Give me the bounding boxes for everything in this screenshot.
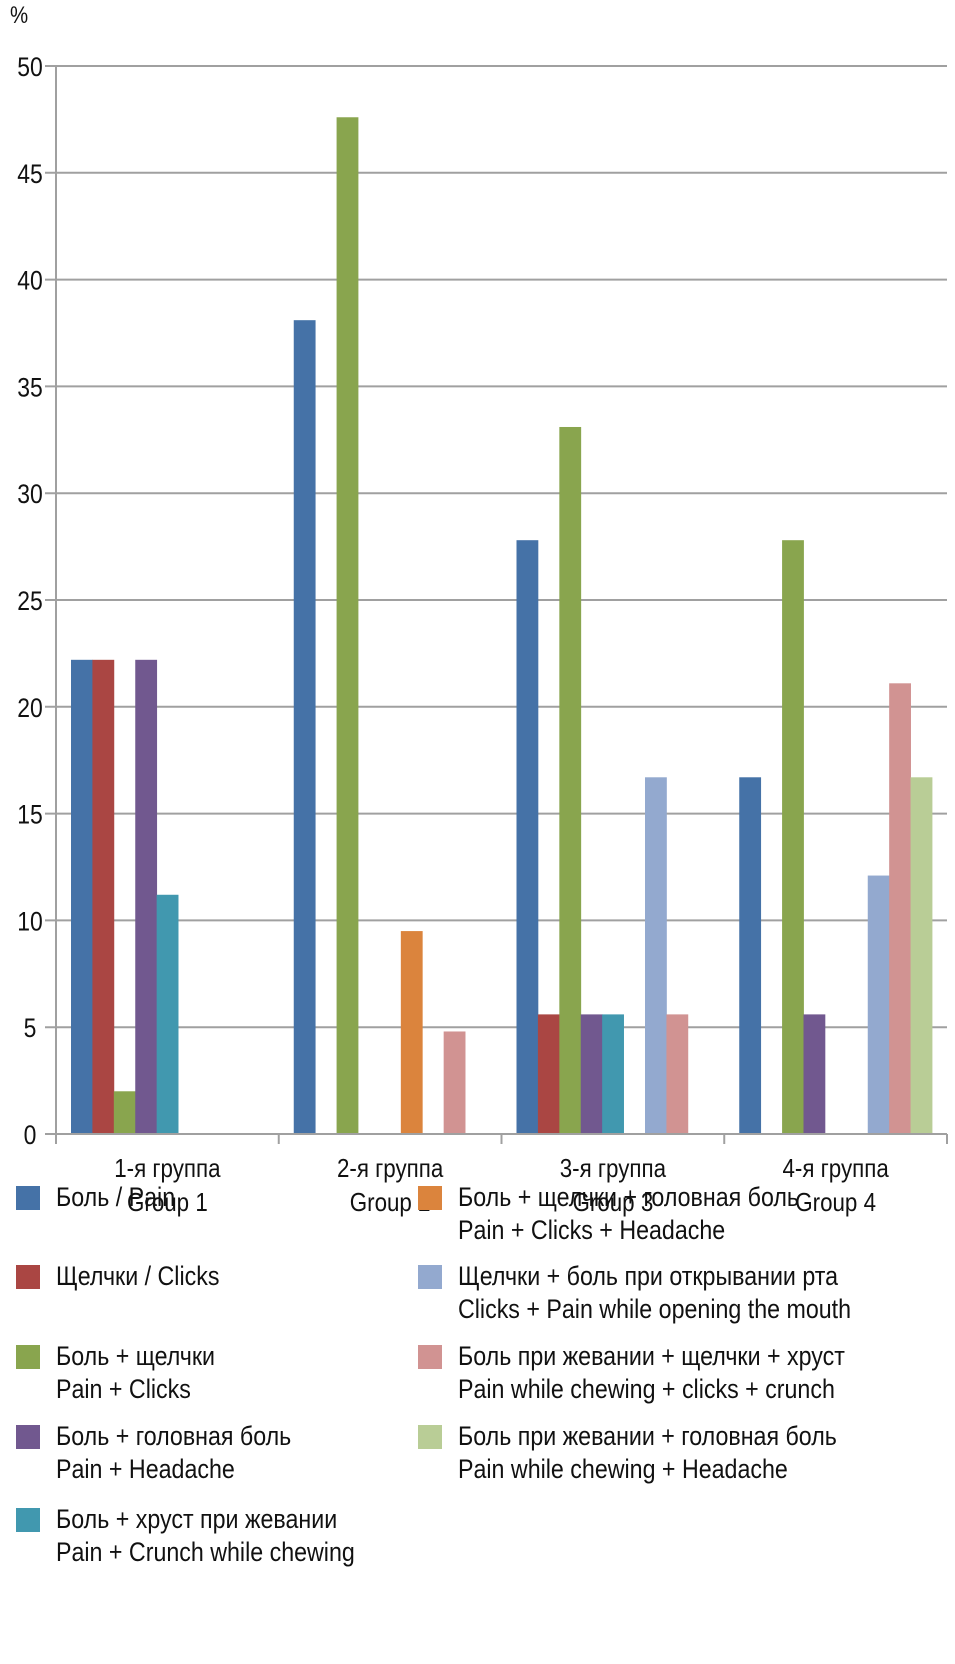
- legend-swatch: [16, 1425, 40, 1449]
- legend-swatch: [418, 1425, 442, 1449]
- bar: [666, 1014, 689, 1134]
- category-label-ru: 2-я группа: [337, 1154, 444, 1183]
- bar: [400, 931, 423, 1134]
- legend-item[interactable]: Боль + хруст при жевании Pain + Crunch wh…: [16, 1503, 403, 1569]
- legend-swatch: [418, 1265, 442, 1289]
- legend-label-ru: Боль + хруст при жевании: [56, 1504, 338, 1534]
- category-label-ru: 4-я группа: [782, 1154, 889, 1183]
- y-axis-ticks: 0 5 10 15 20 25 30 35 40 45 50: [17, 52, 43, 1150]
- category-label: 3-я группа Group 3: [560, 1154, 667, 1217]
- bar: [443, 1031, 466, 1134]
- y-tick-label: 50: [17, 52, 43, 82]
- legend-label-en: Pain + Clicks: [56, 1374, 191, 1404]
- bar: [135, 659, 158, 1134]
- legend-label: Боль при жевании + головная боль Pain whi…: [458, 1420, 837, 1486]
- y-tick-label: 30: [17, 479, 43, 509]
- legend-label-ru: Боль при жевании + головная боль: [458, 1421, 837, 1451]
- axes: [45, 66, 948, 1144]
- legend-item[interactable]: Боль при жевании + головная боль Pain whi…: [418, 1420, 899, 1486]
- category-label-ru: 1-я группа: [114, 1154, 221, 1183]
- category-label: 4-я группа Group 4: [782, 1154, 889, 1217]
- category-label: 1-я группа Group 1: [114, 1154, 221, 1217]
- gridlines: [45, 65, 947, 1029]
- y-tick-label: 40: [17, 266, 43, 296]
- bar: [645, 777, 667, 1134]
- legend-label-ru: Щелчки / Clicks: [56, 1261, 220, 1291]
- bar: [602, 1014, 624, 1134]
- legend-item[interactable]: Боль + головная боль Pain + Headache: [16, 1420, 330, 1486]
- x-axis-labels: 1-я группа Group 1 2-я группа Group 2 3-я гр…: [114, 1154, 889, 1217]
- y-axis-unit-label: %: [10, 2, 29, 29]
- legend-label: Щелчки + боль при открывании рта Clicks +…: [458, 1260, 851, 1326]
- y-tick-label: 0: [24, 1120, 37, 1150]
- bar: [559, 426, 582, 1134]
- bar: [803, 1014, 826, 1134]
- legend-label-ru: Щелчки + боль при открывании рта: [458, 1261, 839, 1291]
- legend-label-ru: Боль / Pain: [56, 1182, 176, 1212]
- bar: [739, 777, 762, 1134]
- legend-swatch: [16, 1508, 40, 1532]
- bar: [336, 117, 359, 1135]
- legend-label-en: Pain + Clicks + Headache: [458, 1215, 726, 1245]
- category-label-en: Group 2: [350, 1188, 431, 1217]
- legend-label-ru: Боль при жевании + щелчки + хруст: [458, 1341, 845, 1371]
- legend-label-en: Pain while chewing + clicks + crunch: [458, 1374, 835, 1404]
- legend-label-ru: Боль + щелчки: [56, 1341, 216, 1371]
- bar: [113, 1091, 136, 1134]
- bar: [293, 320, 316, 1135]
- legend-label-ru: Боль + головная боль: [56, 1421, 292, 1451]
- legend-label: Щелчки / Clicks: [56, 1260, 219, 1293]
- legend-label-en: Pain while chewing + Headache: [458, 1454, 788, 1484]
- bar: [889, 683, 911, 1134]
- legend-label-en: Pain + Crunch while chewing: [56, 1537, 355, 1567]
- legend-swatch: [16, 1265, 40, 1289]
- y-tick-label: 20: [17, 693, 43, 723]
- category-label-en: Group 3: [572, 1188, 653, 1217]
- category-label-ru: 3-я группа: [560, 1154, 667, 1183]
- y-tick-label: 5: [24, 1013, 37, 1043]
- bar: [71, 659, 93, 1134]
- legend-swatch: [16, 1345, 40, 1369]
- bar: [910, 777, 933, 1134]
- legend-swatch: [418, 1345, 442, 1369]
- legend-label-en: Clicks + Pain while opening the mouth: [458, 1294, 852, 1324]
- legend-swatch: [16, 1186, 40, 1210]
- bar: [580, 1014, 603, 1134]
- bar: [782, 540, 804, 1134]
- legend-swatch: [418, 1186, 442, 1210]
- category-label-en: Group 4: [795, 1188, 876, 1217]
- legend-label: Боль при жевании + щелчки + хруст Pain wh…: [458, 1340, 845, 1406]
- bar: [516, 540, 539, 1134]
- category-label-en: Group 1: [127, 1188, 208, 1217]
- legend-label: Боль / Pain: [56, 1181, 175, 1214]
- bar: [537, 1014, 560, 1134]
- legend-label: Боль + хруст при жевании Pain + Crunch wh…: [56, 1503, 355, 1569]
- category-label: 2-я группа Group 2: [337, 1154, 444, 1217]
- legend-item[interactable]: Боль при жевании + щелчки + хруст Pain wh…: [418, 1340, 908, 1406]
- legend-item[interactable]: Щелчки / Clicks: [16, 1260, 246, 1293]
- bars: [71, 117, 933, 1135]
- legend-item[interactable]: Щелчки + боль при открывании рта Clicks +…: [418, 1260, 915, 1326]
- y-tick-label: 25: [17, 586, 43, 616]
- bar: [867, 875, 890, 1134]
- y-tick-label: 10: [17, 907, 43, 937]
- bar: [92, 659, 115, 1134]
- legend-item[interactable]: Боль + щелчки + головная боль Pain + Clic…: [418, 1181, 855, 1247]
- legend-label: Боль + щелчки + головная боль Pain + Clic…: [458, 1181, 799, 1247]
- legend-item[interactable]: Боль + щелчки Pain + Clicks: [16, 1340, 241, 1406]
- legend-label-ru: Боль + щелчки + головная боль: [458, 1182, 800, 1212]
- bar: [156, 894, 179, 1134]
- y-tick-label: 15: [17, 800, 43, 830]
- y-tick-label: 45: [17, 159, 43, 189]
- legend-label: Боль + щелчки Pain + Clicks: [56, 1340, 215, 1406]
- y-tick-label: 35: [17, 373, 43, 403]
- legend-label-en: Pain + Headache: [56, 1454, 235, 1484]
- legend-label: Боль + головная боль Pain + Headache: [56, 1420, 291, 1486]
- legend-item[interactable]: Боль / Pain: [16, 1181, 195, 1214]
